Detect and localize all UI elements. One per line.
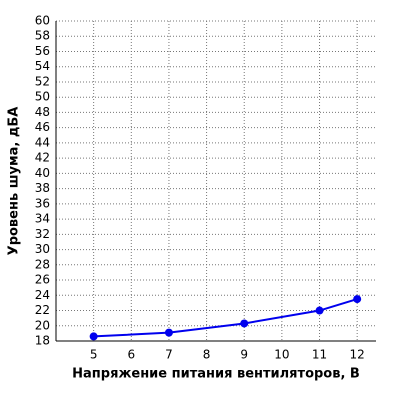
y-tick-label: 20	[35, 318, 50, 332]
x-tick-label: 7	[165, 348, 173, 362]
y-tick-label: 60	[35, 14, 50, 28]
y-tick-label: 50	[35, 90, 50, 104]
x-tick-label: 8	[203, 348, 211, 362]
y-tick-label: 30	[35, 242, 50, 256]
x-tick-label: 6	[127, 348, 135, 362]
x-tick-label: 9	[240, 348, 248, 362]
y-tick-label: 52	[35, 74, 50, 88]
y-tick-label: 36	[35, 196, 50, 210]
y-tick-label: 18	[35, 334, 50, 348]
x-axis-title: Напряжение питания вентиляторов, В	[72, 367, 360, 382]
x-tick-label: 12	[350, 348, 365, 362]
y-tick-label: 56	[35, 44, 50, 58]
y-tick-label: 44	[35, 135, 50, 149]
y-tick-label: 54	[35, 59, 50, 73]
y-tick-label: 32	[35, 227, 50, 241]
y-tick-label: 46	[35, 120, 50, 134]
x-tick-label: 11	[312, 348, 327, 362]
y-axis-title: Уровень шума, дБА	[7, 107, 22, 256]
y-tick-label: 48	[35, 105, 50, 119]
y-tick-label: 58	[35, 29, 50, 43]
y-tick-label: 22	[35, 303, 50, 317]
y-tick-label: 26	[35, 273, 50, 287]
point	[164, 328, 173, 337]
point	[89, 332, 98, 341]
x-tick-label: 10	[274, 348, 289, 362]
y-tick-label: 24	[35, 288, 50, 302]
point	[315, 306, 324, 315]
x-tick-label: 5	[90, 348, 98, 362]
y-tick-label: 28	[35, 257, 50, 271]
point	[240, 319, 249, 328]
y-tick-label: 38	[35, 181, 50, 195]
point	[353, 295, 362, 304]
y-tick-label: 40	[35, 166, 50, 180]
y-tick-label: 34	[35, 212, 50, 226]
y-tick-label: 42	[35, 151, 50, 165]
